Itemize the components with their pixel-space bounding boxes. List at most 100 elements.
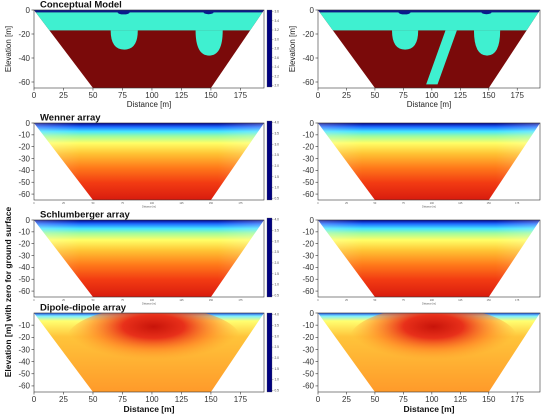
edge-fade — [34, 220, 264, 297]
model-body — [318, 10, 540, 88]
body-pocket-right — [473, 30, 501, 56]
y-tick-label: -50 — [18, 178, 30, 187]
colorbar-tick-label: 2.0 — [275, 164, 280, 168]
x-tick-label: 50 — [92, 202, 95, 205]
colorbar-tick-label: 4.0 — [275, 313, 280, 317]
colorbar-tick-label: 3.0 — [275, 239, 280, 243]
y-tick-label: -10 — [302, 321, 314, 330]
x-tick-label: 175 — [511, 395, 525, 404]
body-pocket-left — [392, 30, 419, 50]
y-tick-label: -60 — [302, 287, 314, 296]
y-tick-label: -30 — [302, 251, 314, 260]
x-tick-label: 150 — [209, 299, 214, 302]
y-tick-label: -60 — [302, 78, 314, 87]
colorbar-tick-label: 4.0 — [275, 218, 280, 222]
surface-pool — [481, 10, 492, 15]
colorbar-tick-label: 3.5 — [275, 131, 280, 135]
y-tick-label: -30 — [18, 251, 30, 260]
x-tick-label: 175 — [238, 202, 243, 205]
y-tick-label: -30 — [302, 345, 314, 354]
y-tick-label: -40 — [18, 166, 30, 175]
x-tick-label: 0 — [32, 91, 37, 100]
surface-pool — [117, 10, 130, 15]
x-tick-label: 50 — [370, 91, 379, 100]
x-tick-label: 25 — [62, 202, 65, 205]
colorbar-tick-label: 0.5 — [275, 389, 280, 393]
panel-schlumberger-right: 0-10-20-30-40-50-600 25 50 75 100 125 150 175Di… — [302, 216, 541, 306]
x-axis-label: Distance [m] — [127, 100, 171, 109]
x-tick-label: 125 — [454, 395, 468, 404]
y-tick-label: -20 — [302, 239, 314, 248]
x-tick-label: 25 — [59, 395, 68, 404]
panel-dipole-right: 0-10-20-30-40-50-600 25 50 75 100 125 150 175Di… — [302, 309, 541, 414]
x-tick-label: 125 — [458, 299, 463, 302]
y-tick-label: -50 — [18, 275, 30, 284]
colorbar-tick-label: 1.0 — [275, 283, 280, 287]
x-tick-label: 100 — [150, 202, 155, 205]
panel-wenner-right: 0-10-20-30-40-50-600 25 50 75 100 125 150 175Di… — [302, 119, 541, 209]
x-tick-label: 100 — [145, 395, 159, 404]
y-tick-label: -30 — [302, 154, 314, 163]
y-tick-label: -10 — [18, 131, 30, 140]
colorbar-tick-label: 1.0 — [275, 378, 280, 382]
x-tick-label: 100 — [150, 299, 155, 302]
y-tick-label: -40 — [302, 263, 314, 272]
edge-fade — [34, 123, 264, 200]
x-tick-label: 125 — [179, 202, 184, 205]
x-axis-label: Distance [m] — [407, 100, 451, 109]
x-tick-label: 50 — [89, 395, 98, 404]
x-tick-label: 25 — [342, 395, 351, 404]
y-tick-label: -40 — [18, 263, 30, 272]
colorbar-tick-label: 3.0 — [275, 37, 280, 41]
y-tick-label: -30 — [18, 154, 30, 163]
x-tick-label: 75 — [402, 299, 405, 302]
colorbar-tick-label: 3.6 — [275, 10, 280, 14]
x-tick-label: 150 — [204, 395, 218, 404]
body-pocket-right — [195, 30, 223, 56]
colorbar-tick-label: 2.2 — [275, 74, 280, 78]
body-low-resistivity-upper — [34, 12, 264, 31]
colorbar-tick-label: 3.0 — [275, 334, 280, 338]
y-tick-label: 0 — [26, 6, 31, 15]
y-tick-label: -20 — [18, 333, 30, 342]
x-tick-label: 75 — [399, 91, 408, 100]
inversion-body — [34, 220, 264, 297]
colorbar-tick-label: 4.0 — [275, 121, 280, 125]
y-tick-label: 0 — [310, 6, 315, 15]
x-tick-label: 75 — [402, 202, 405, 205]
y-tick-label: -10 — [302, 228, 314, 237]
x-axis-label: Distance [m] — [142, 303, 156, 306]
x-tick-label: 50 — [89, 91, 98, 100]
surface-pool — [398, 10, 411, 15]
panel-title: Conceptual Model — [40, 0, 122, 11]
x-tick-label: 25 — [59, 91, 68, 100]
x-tick-label: 150 — [482, 395, 496, 404]
y-tick-label: -20 — [302, 142, 314, 151]
colorbar-tick-label: 2.0 — [275, 261, 280, 265]
plot-frame — [33, 9, 265, 89]
x-tick-label: 50 — [92, 299, 95, 302]
colorbar-tick-label: 2.5 — [275, 345, 280, 349]
resistive-anomaly — [66, 313, 242, 374]
y-tick-label: 0 — [26, 216, 31, 225]
y-tick-label: 0 — [310, 216, 315, 225]
colorbar-tick-label: 3.0 — [275, 142, 280, 146]
x-axis-label: Distance [m] — [123, 404, 174, 414]
colorbar-tick-label: 2.6 — [275, 56, 280, 60]
edge-fade — [318, 123, 540, 200]
colorbar — [266, 312, 273, 393]
x-tick-label: 50 — [374, 299, 377, 302]
panel-wenner-left: 0-10-20-30-40-50-600 25 50 75 100 125 150 175Di… — [18, 113, 279, 209]
body-water-layer — [34, 10, 264, 13]
x-tick-label: 175 — [238, 299, 243, 302]
plot-frame — [33, 312, 265, 393]
panel-title: Wenner array — [40, 113, 101, 124]
panel-dipole-left: -10 -20 -30 -40 -50 -600 25 50 75 100 125 150 175 Dis… — [18, 303, 279, 415]
y-tick-label: -10 — [18, 228, 30, 237]
y-axis-label: Elevation [m] — [4, 26, 13, 72]
x-tick-label: 75 — [118, 91, 127, 100]
resistive-anomaly — [349, 313, 518, 374]
x-tick-label: 0 — [33, 202, 35, 205]
